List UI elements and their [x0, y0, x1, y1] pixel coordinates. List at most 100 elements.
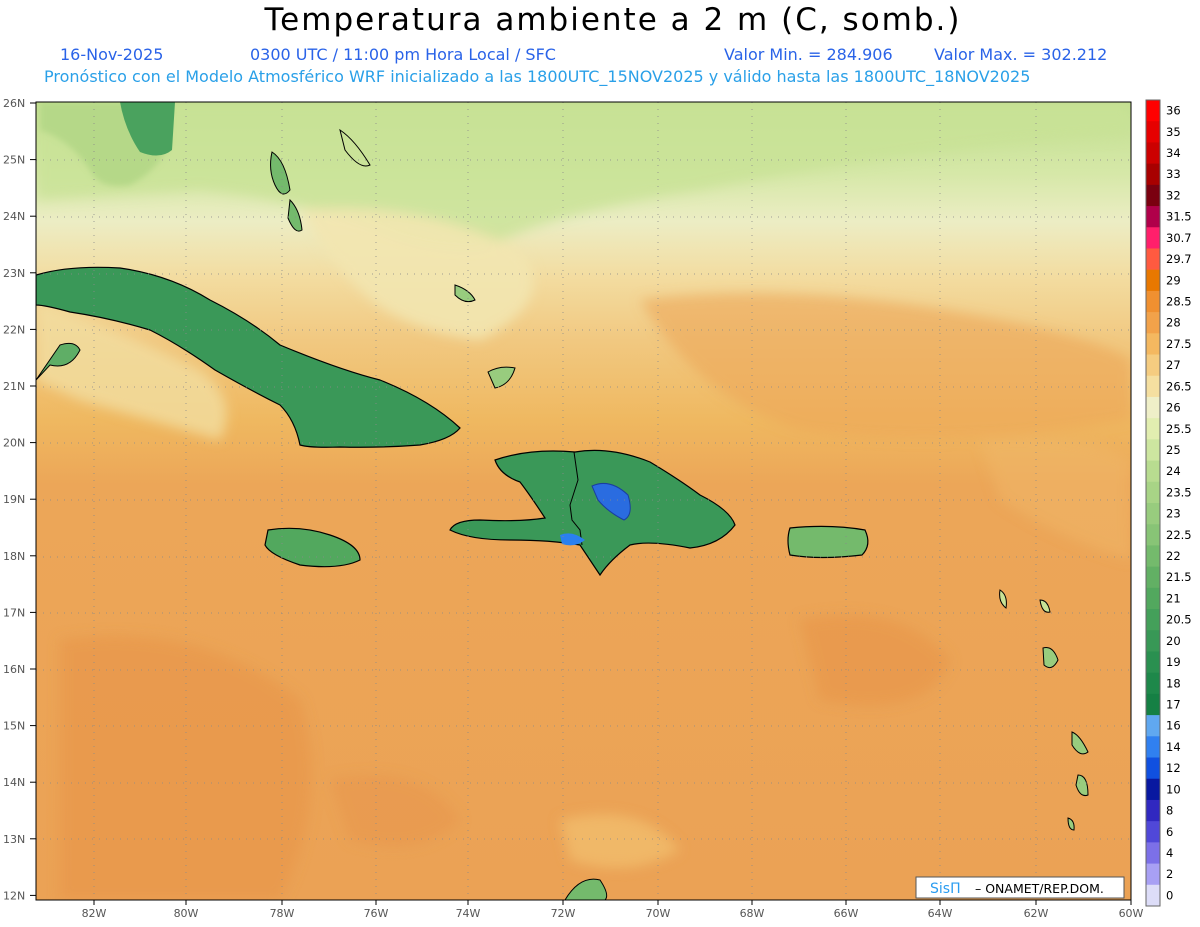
credit-text: – ONAMET/REP.DOM.	[975, 881, 1104, 896]
latitude-label: 20N	[3, 437, 25, 450]
colorbar-label: 30.7	[1166, 231, 1192, 245]
latitude-label: 17N	[3, 606, 25, 619]
forecast-time: 0300 UTC / 11:00 pm Hora Local / SFC	[250, 45, 556, 64]
colorbar-swatch	[1146, 418, 1160, 440]
colorbar-label: 2	[1166, 867, 1173, 881]
colorbar-label: 6	[1166, 825, 1173, 839]
credit-logo: SisΠ	[930, 881, 961, 897]
latitude-label: 14N	[3, 776, 25, 789]
colorbar-swatch	[1146, 778, 1160, 801]
colorbar-label: 18	[1166, 676, 1181, 690]
latitude-label: 15N	[3, 720, 25, 733]
colorbar-swatch	[1146, 630, 1160, 652]
longitude-label: 82W	[82, 907, 107, 920]
forecast-date: 16-Nov-2025	[60, 45, 164, 64]
min-value: Valor Min. = 284.906	[724, 45, 893, 64]
colorbar-swatch	[1146, 100, 1160, 122]
colorbar-swatch	[1146, 566, 1160, 589]
colorbar-swatch	[1146, 248, 1160, 271]
colorbar-label: 16	[1166, 719, 1181, 733]
longitude-label: 60W	[1119, 907, 1144, 920]
colorbar-swatch	[1146, 587, 1160, 610]
colorbar-label: 20	[1166, 634, 1181, 648]
colorbar-label: 25.5	[1166, 422, 1192, 436]
longitude-label: 80W	[174, 907, 199, 920]
longitude-label: 66W	[834, 907, 859, 920]
colorbar-swatch	[1146, 672, 1160, 695]
credit-box: SisΠ – ONAMET/REP.DOM.	[915, 876, 1125, 899]
colorbar-swatch	[1146, 460, 1160, 483]
colorbar-swatch	[1146, 503, 1160, 525]
colorbar-label: 10	[1166, 782, 1181, 796]
colorbar-swatch	[1146, 206, 1160, 228]
latitude-label: 16N	[3, 663, 25, 676]
colorbar-swatch	[1146, 269, 1160, 292]
colorbar-swatch	[1146, 333, 1160, 356]
colorbar-label: 26.5	[1166, 379, 1192, 393]
colorbar-label: 31.5	[1166, 210, 1192, 224]
colorbar-label: 23.5	[1166, 485, 1192, 499]
latitude-label: 22N	[3, 323, 25, 336]
map-title: Temperatura ambiente a 2 m (C, somb.)	[264, 2, 962, 38]
latitude-label: 21N	[3, 380, 25, 393]
max-value: Valor Max. = 302.212	[934, 45, 1108, 64]
colorbar-swatch	[1146, 863, 1160, 886]
latitude-label: 18N	[3, 550, 25, 563]
colorbar-swatch	[1146, 884, 1160, 907]
latitude-labels: 26N 25N 24N 23N 22N 21N 20N 19N 18N 17N 16N 15N 14N 1…	[3, 97, 36, 902]
colorbar-swatch	[1146, 290, 1160, 313]
colorbar-label: 4	[1166, 846, 1173, 860]
colorbar-swatch	[1146, 757, 1160, 780]
longitude-label: 70W	[646, 907, 671, 920]
colorbar-label: 29.7	[1166, 252, 1192, 266]
colorbar-swatch	[1146, 163, 1160, 186]
longitude-label: 74W	[456, 907, 481, 920]
colorbar-swatch	[1146, 609, 1160, 631]
longitude-label: 64W	[928, 907, 953, 920]
colorbar-label: 17	[1166, 698, 1181, 712]
colorbar-swatch	[1146, 396, 1160, 419]
colorbar-swatch	[1146, 736, 1160, 759]
colorbar-swatch	[1146, 227, 1160, 249]
colorbar-label: 32	[1166, 188, 1181, 202]
latitude-label: 23N	[3, 267, 25, 280]
longitude-label: 62W	[1024, 907, 1049, 920]
colorbar: 363534333231.530.729.72928.52827.52726.5…	[1145, 99, 1192, 907]
colorbar-label: 21.5	[1166, 570, 1192, 584]
model-info: Pronóstico con el Modelo Atmosférico WRF…	[44, 67, 1031, 86]
colorbar-swatch	[1146, 142, 1160, 165]
colorbar-swatch	[1146, 799, 1160, 822]
longitude-label: 78W	[270, 907, 295, 920]
colorbar-label: 29	[1166, 273, 1181, 287]
colorbar-swatch	[1146, 184, 1160, 207]
colorbar-label: 22.5	[1166, 528, 1192, 542]
colorbar-label: 8	[1166, 804, 1173, 818]
longitude-label: 68W	[740, 907, 765, 920]
colorbar-swatch	[1146, 524, 1160, 546]
colorbar-swatch	[1146, 545, 1160, 568]
temperature-map: 26N 25N 24N 23N 22N 21N 20N 19N 18N 17N 16N 15N 14N 1…	[3, 97, 1192, 920]
latitude-label: 12N	[3, 889, 25, 902]
colorbar-swatch	[1146, 481, 1160, 504]
colorbar-label: 12	[1166, 761, 1181, 775]
colorbar-label: 14	[1166, 740, 1181, 754]
colorbar-label: 0	[1166, 888, 1173, 902]
colorbar-swatch	[1146, 354, 1160, 377]
colorbar-swatch	[1146, 715, 1160, 737]
colorbar-swatch	[1146, 375, 1160, 398]
latitude-label: 13N	[3, 833, 25, 846]
colorbar-label: 25	[1166, 443, 1181, 457]
latitude-label: 26N	[3, 97, 25, 110]
colorbar-label: 36	[1166, 104, 1181, 118]
latitude-label: 24N	[3, 210, 25, 223]
longitude-label: 72W	[551, 907, 576, 920]
colorbar-label: 24	[1166, 464, 1181, 478]
colorbar-swatch	[1146, 821, 1160, 843]
colorbar-swatch	[1146, 693, 1160, 716]
colorbar-swatch	[1146, 842, 1160, 865]
colorbar-label: 33	[1166, 167, 1181, 181]
colorbar-label: 19	[1166, 655, 1181, 669]
longitude-labels: 82W 80W 78W 76W 74W 72W 70W 68W 66W 64W 62W 60W	[82, 900, 1144, 920]
colorbar-label: 27.5	[1166, 337, 1192, 351]
colorbar-swatch	[1146, 439, 1160, 462]
